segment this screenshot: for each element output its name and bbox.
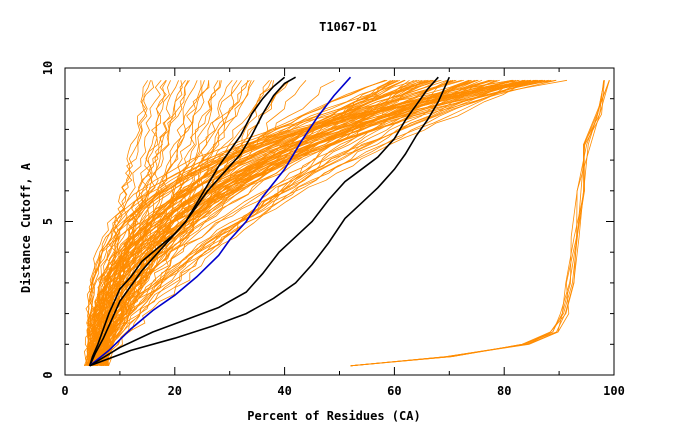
axis-ticks [64,67,615,376]
model-curve-far [350,80,610,367]
model-curve [103,79,525,366]
y-tick-label: 5 [41,218,55,225]
model-curve [89,79,526,366]
model-curve-far [350,80,604,367]
highlight-curve-4 [89,76,439,367]
highlight-curve-5 [89,76,451,367]
model-curve [100,79,391,366]
model-curves [83,79,610,367]
model-curve [94,80,210,366]
model-curve [86,79,513,366]
highlight-curve-2 [88,76,296,367]
y-tick-labels: 0 5 10 [41,61,55,379]
model-curve [93,79,535,366]
x-tick-labels: 0 20 40 60 80 100 [61,384,624,398]
model-curve [92,79,514,366]
model-curve [83,79,543,366]
y-tick-label: 10 [41,61,55,75]
model-curve [88,79,489,366]
model-curve [101,79,429,366]
highlight-curve-3 [89,76,352,367]
x-tick-label: 20 [168,384,182,398]
model-curve [84,79,434,366]
x-tick-label: 60 [387,384,401,398]
model-curve [104,79,432,366]
model-curve [95,79,543,366]
chart-title: T1067-D1 [319,20,377,34]
model-curve-far [350,80,610,367]
highlighted-curves [88,76,451,367]
model-curve [99,79,524,366]
model-curve-far [350,80,610,367]
model-curve [89,79,552,366]
x-axis-label: Percent of Residues (CA) [247,409,420,423]
model-curve [102,79,568,366]
model-curve [91,79,513,366]
x-tick-label: 0 [61,384,68,398]
x-tick-label: 40 [277,384,291,398]
y-axis-label: Distance Cutoff, A [19,162,33,293]
x-tick-label: 100 [603,384,625,398]
model-curve [94,79,514,366]
highlight-curve-1 [88,76,286,367]
x-tick-label: 80 [497,384,511,398]
y-tick-label: 0 [41,371,55,378]
model-curve [101,79,442,366]
